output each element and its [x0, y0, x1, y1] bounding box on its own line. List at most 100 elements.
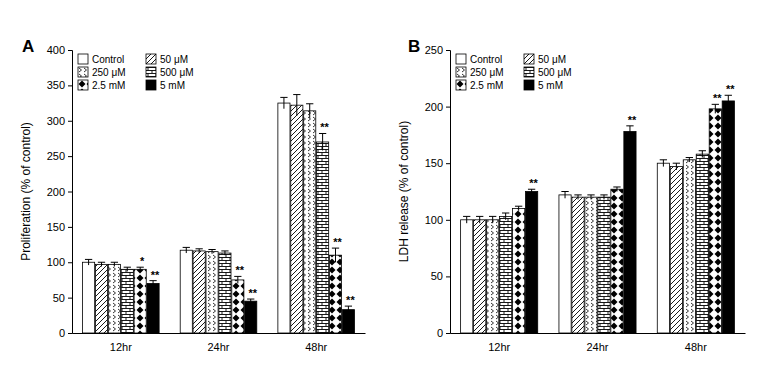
panel: 05010015020025012hr24hr48hr********Contr… [425, 44, 746, 353]
bar [526, 192, 538, 334]
error-bar [293, 95, 300, 116]
legend-item: 2.5 mM [78, 80, 125, 91]
error-bar [247, 299, 254, 303]
plot-marks [461, 95, 735, 333]
y-tick-label: 150 [425, 157, 443, 169]
error-bar [660, 160, 667, 167]
legend-swatch [456, 80, 466, 90]
bar [134, 269, 146, 333]
significance: ** [726, 83, 735, 95]
error-bar [587, 195, 594, 200]
y-tick: 0 [59, 327, 72, 339]
y-tick-mark [68, 156, 72, 157]
error-bar [574, 195, 581, 200]
y-tick-mark [68, 121, 72, 122]
legend-swatch [524, 80, 534, 90]
legend-swatch [524, 67, 534, 77]
y-axis-title: LDH release (% of control) [397, 121, 411, 262]
panel-title: B [408, 37, 420, 56]
legend: Control50 μM250 μM500 μM2.5 mM5 mM [78, 54, 194, 91]
significance: ** [628, 114, 637, 126]
error-bar [613, 187, 620, 192]
y-tick-label: 100 [47, 256, 65, 268]
legend-label: 5 mM [538, 80, 563, 91]
error-bar [306, 104, 313, 118]
legend-label: 5 mM [160, 80, 185, 91]
significance: ** [248, 287, 257, 299]
error-bar [234, 276, 241, 283]
error-bar [280, 97, 287, 108]
x-tick-label: 24hr [207, 341, 229, 353]
bar [147, 283, 159, 333]
error-bar [673, 163, 680, 170]
x-tick: 12hr [110, 341, 132, 353]
bar-series [526, 95, 735, 333]
legend-label: 2.5 mM [92, 80, 125, 91]
x-axis-line [451, 333, 746, 334]
bar [121, 269, 133, 333]
legend-swatch [78, 67, 88, 77]
bar [474, 220, 486, 333]
bar [83, 262, 95, 333]
y-tick: 50 [53, 292, 72, 304]
y-tick-mark [68, 85, 72, 86]
x-tick: 48hr [305, 341, 327, 353]
bar [278, 103, 290, 333]
x-tick: 48hr [685, 341, 707, 353]
bar [461, 220, 473, 333]
x-tick: 24hr [586, 341, 608, 353]
y-tick-label: 250 [425, 44, 443, 56]
chart-root: 0 50 100 150 200 250 300 350 400 12hr 24hr 48hr ** **… [0, 0, 761, 371]
error-bar [208, 250, 215, 254]
y-tick-label: 250 [47, 150, 65, 162]
bar [291, 105, 303, 333]
legend-item: 2.5 mM [456, 80, 503, 91]
y-tick-label: 150 [47, 221, 65, 233]
bar [657, 163, 669, 333]
bar [572, 197, 584, 333]
legend-label: 250 μM [470, 67, 504, 78]
x-tick-label: 12hr [110, 341, 132, 353]
bar [304, 111, 316, 333]
bar [598, 197, 610, 333]
bar-series [121, 133, 328, 333]
legend-swatch [146, 67, 156, 77]
x-tick-label: 24hr [586, 341, 608, 353]
bar [683, 160, 695, 333]
error-bar [712, 104, 719, 113]
bar [559, 195, 571, 333]
bar-series [134, 248, 341, 333]
legend-swatch [146, 80, 156, 90]
bar [245, 301, 257, 333]
y-tick: 300 [47, 115, 72, 127]
bar [487, 220, 499, 333]
bar [585, 197, 597, 333]
y-tick: 150 [47, 221, 72, 233]
y-tick: 400 [47, 44, 72, 56]
legend-label: 50 μM [160, 54, 188, 65]
significance: ** [713, 92, 722, 104]
legend-item: 5 mM [524, 80, 563, 91]
bar-series [461, 160, 670, 333]
legend-item: 5 mM [146, 80, 185, 91]
x-axis: 12hr 24hr 48hr [73, 334, 366, 354]
error-bar [137, 267, 144, 271]
legend-swatch [456, 67, 466, 77]
y-tick-label: 100 [425, 214, 443, 226]
bar [722, 101, 734, 333]
bar-series [83, 97, 290, 333]
error-bar [502, 213, 509, 220]
bar-series [474, 163, 683, 333]
bar-series [513, 104, 722, 333]
x-axis-line [73, 333, 366, 334]
bar [611, 189, 623, 333]
error-bar [686, 158, 693, 163]
error-bar [124, 267, 131, 271]
bar [696, 154, 708, 333]
legend-label: Control [92, 54, 124, 65]
y-axis: 0 50 100 150 200 250 300 350 400 [47, 44, 73, 339]
y-tick: 100 [47, 256, 72, 268]
error-bar [463, 216, 470, 223]
y-tick-label: 200 [47, 186, 65, 198]
y-tick-label: 350 [47, 79, 65, 91]
